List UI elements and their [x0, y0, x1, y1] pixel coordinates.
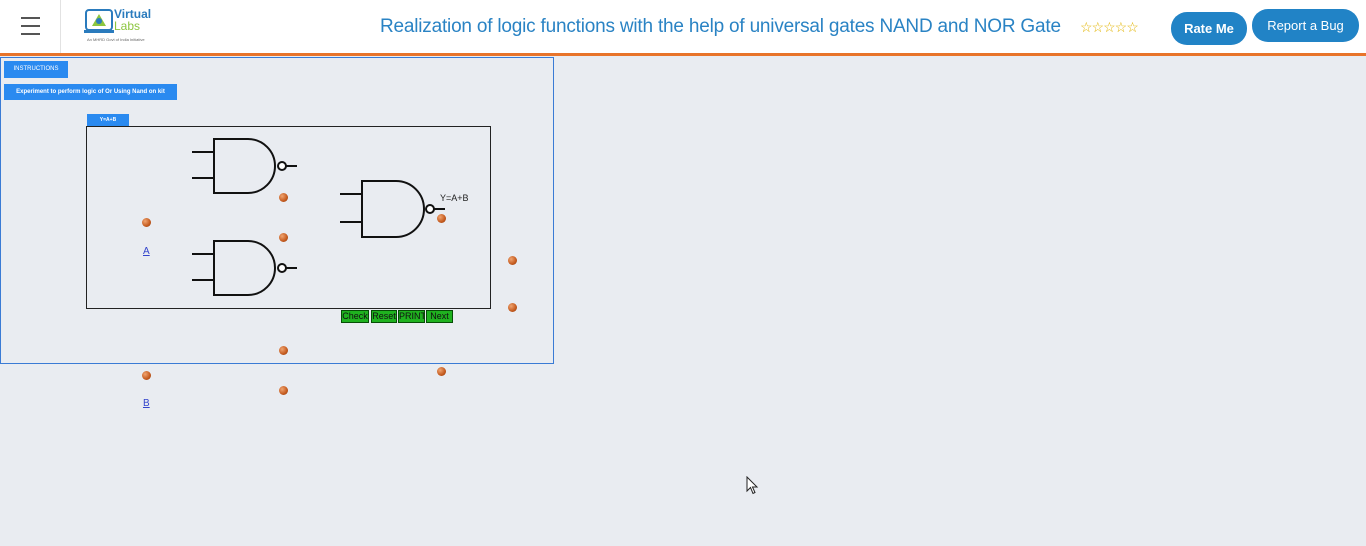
terminal-dot-gate3-out[interactable] — [437, 214, 446, 223]
rating-stars[interactable]: ☆☆☆☆☆ — [1080, 19, 1139, 35]
menu-icon[interactable] — [0, 0, 61, 53]
terminal-dot-gate2-out[interactable] — [279, 346, 288, 355]
terminal-dot-output-1[interactable] — [508, 256, 517, 265]
terminal-dot-gate1-out[interactable] — [279, 193, 288, 202]
nand-gate-3 — [340, 180, 445, 238]
print-button[interactable]: PRINT — [398, 310, 425, 323]
terminal-dot-gate2-in[interactable] — [279, 233, 288, 242]
terminal-dot-input-a[interactable] — [142, 218, 151, 227]
tab-output-expression[interactable]: Y=A+B — [87, 114, 129, 127]
top-navbar: Virtual Labs An MHRD Govt of India Initi… — [0, 0, 1366, 53]
header-divider — [0, 53, 1366, 56]
logo-text-virtual: Virtual — [114, 7, 152, 21]
terminal-dot-output-2[interactable] — [508, 303, 517, 312]
terminal-dot-input-b[interactable] — [142, 371, 151, 380]
input-b-label[interactable]: B — [143, 398, 150, 409]
virtual-labs-logo[interactable] — [84, 6, 154, 46]
reset-button[interactable]: Reset — [371, 310, 397, 323]
report-bug-button[interactable]: Report a Bug — [1252, 9, 1359, 42]
logo-text-labs: Labs — [114, 19, 141, 33]
logo-tagline: An MHRD Govt of India Initiative — [87, 37, 145, 42]
output-label: Y=A+B — [440, 193, 469, 203]
nand-gate-2 — [192, 240, 297, 296]
terminal-dot-extra[interactable] — [279, 386, 288, 395]
instructions-button[interactable]: INSTRUCTIONS — [4, 61, 68, 78]
terminal-dot-gate3-alt[interactable] — [437, 367, 446, 376]
rate-me-button[interactable]: Rate Me — [1171, 12, 1247, 45]
nand-gate-1 — [192, 138, 297, 194]
page-title: Realization of logic functions with the … — [380, 16, 1061, 37]
check-button[interactable]: Check — [341, 310, 369, 323]
experiment-button[interactable]: Experiment to perform logic of Or Using … — [4, 84, 177, 100]
input-a-label[interactable]: A — [143, 246, 150, 257]
mouse-cursor-icon — [746, 476, 759, 495]
next-button[interactable]: Next — [426, 310, 453, 323]
